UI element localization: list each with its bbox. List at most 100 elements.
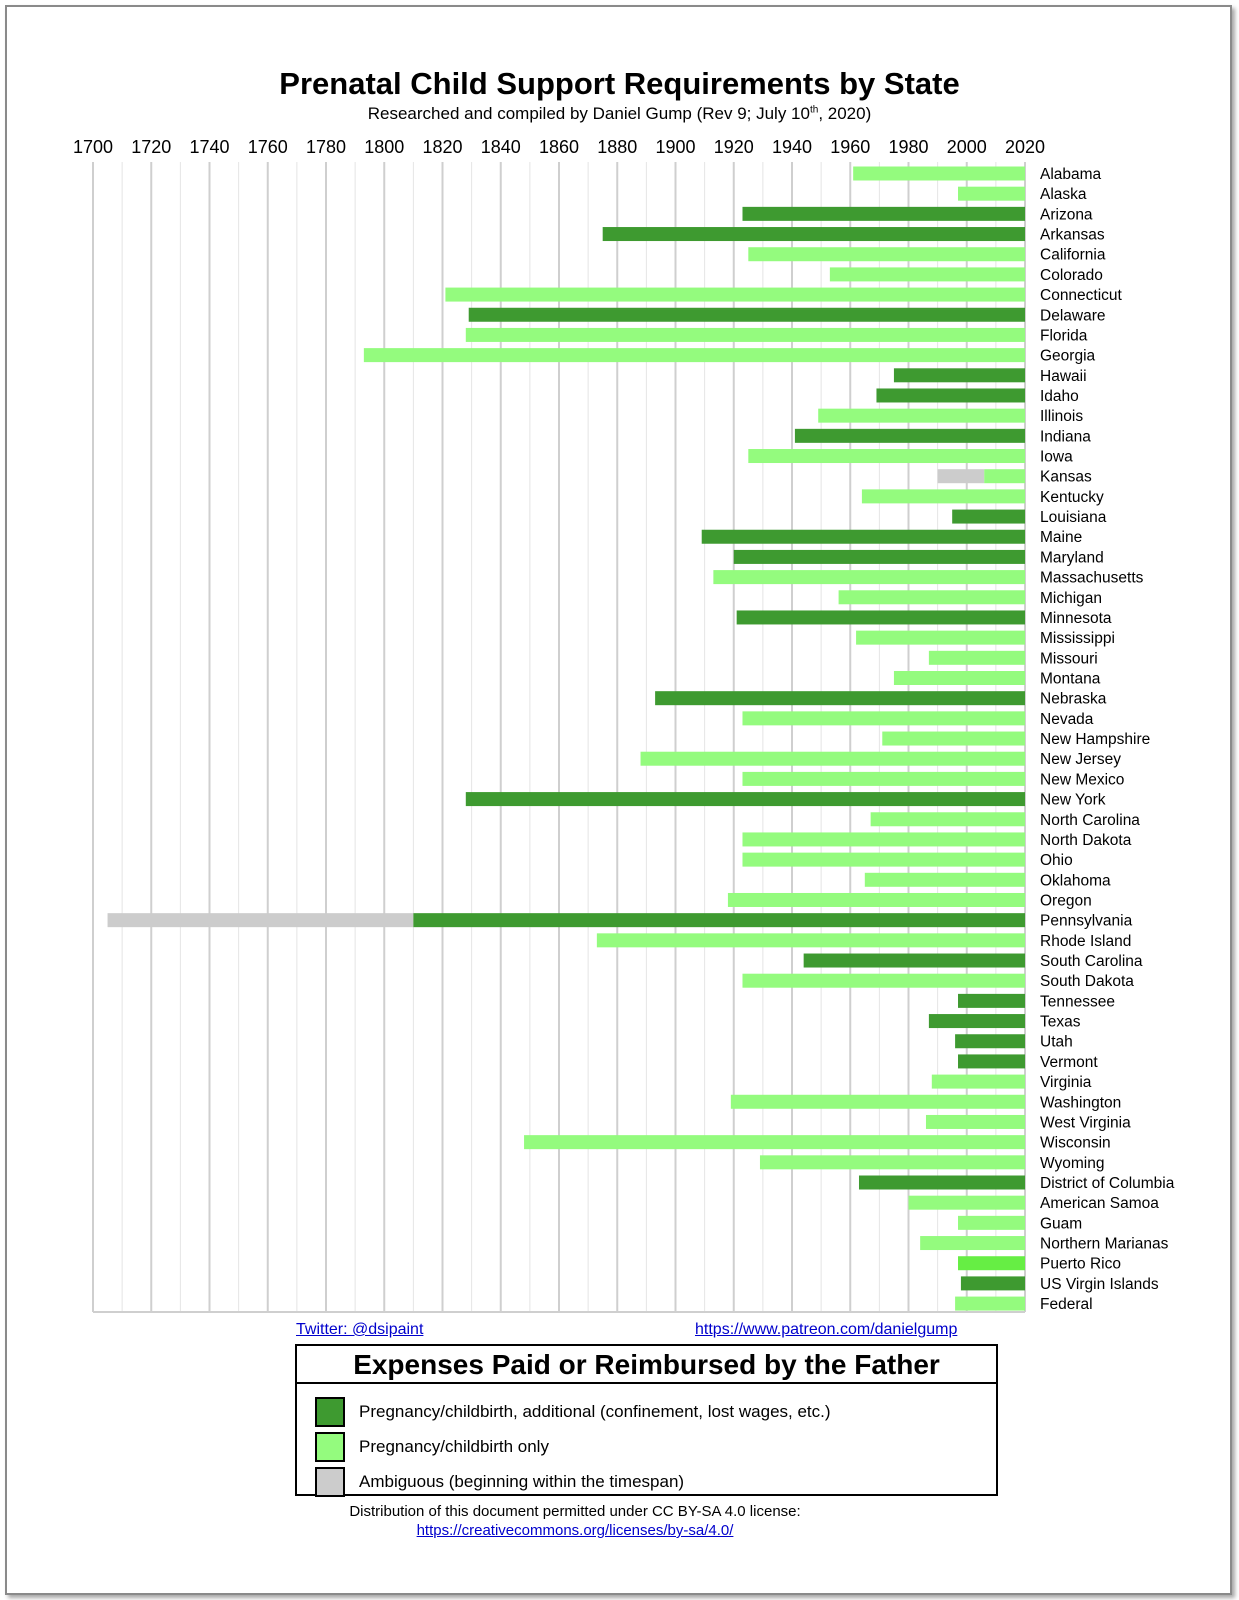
requirement-bar xyxy=(876,388,1025,403)
state-label: Alabama xyxy=(1040,166,1102,183)
requirement-bar xyxy=(838,590,1025,605)
subtitle-prefix: Researched and compiled by Daniel Gump (… xyxy=(367,104,810,123)
state-label: Pennsylvania xyxy=(1040,913,1133,930)
state-label: Delaware xyxy=(1040,307,1105,324)
state-label: Guam xyxy=(1040,1215,1082,1232)
x-tick-label: 1960 xyxy=(830,137,870,157)
chart-subtitle: Researched and compiled by Daniel Gump (… xyxy=(0,104,1239,124)
state-label: Federal xyxy=(1040,1296,1093,1313)
state-label: New Mexico xyxy=(1040,771,1124,788)
legend-item-additional: Pregnancy/childbirth, additional (confin… xyxy=(315,1397,831,1427)
requirement-bar xyxy=(908,1195,1025,1210)
requirement-bar xyxy=(465,792,1025,807)
requirement-bar xyxy=(445,287,1026,302)
requirement-bar xyxy=(864,872,1025,887)
legend-box: Expenses Paid or Reimbursed by the Fathe… xyxy=(295,1344,998,1497)
license-footer: Distribution of this document permitted … xyxy=(0,1502,1150,1540)
chart-title: Prenatal Child Support Requirements by S… xyxy=(279,66,960,101)
requirement-bar xyxy=(413,913,1025,928)
state-label: Wisconsin xyxy=(1040,1135,1111,1152)
requirement-bar xyxy=(955,1034,1025,1049)
state-label: Indiana xyxy=(1040,428,1091,445)
state-label: South Dakota xyxy=(1040,973,1134,990)
legend-swatch-childbirth-only xyxy=(315,1432,345,1462)
state-label: Puerto Rico xyxy=(1040,1256,1121,1273)
state-label: New Hampshire xyxy=(1040,731,1150,748)
x-tick-label: 1840 xyxy=(481,137,521,157)
requirement-bar xyxy=(955,1296,1025,1311)
state-label: Idaho xyxy=(1040,388,1079,405)
requirement-bar xyxy=(958,993,1025,1008)
state-label: Rhode Island xyxy=(1040,933,1131,950)
state-label: North Dakota xyxy=(1040,832,1132,849)
twitter-link[interactable]: Twitter: @dsipaint xyxy=(296,1321,424,1338)
legend-label-ambiguous: Ambiguous (beginning within the timespan… xyxy=(359,1472,685,1491)
ambiguous-bar xyxy=(937,469,985,484)
state-label: Vermont xyxy=(1040,1054,1098,1071)
requirement-bar xyxy=(858,1175,1025,1190)
state-label: Wyoming xyxy=(1040,1155,1104,1172)
x-tick-label: 1800 xyxy=(364,137,404,157)
state-label: Ohio xyxy=(1040,852,1073,869)
requirement-bar xyxy=(640,751,1025,766)
x-tick-label: 1940 xyxy=(772,137,812,157)
x-tick-label: 1820 xyxy=(422,137,462,157)
state-label: Montana xyxy=(1040,671,1101,688)
state-label: Hawaii xyxy=(1040,368,1087,385)
x-tick-label: 1780 xyxy=(306,137,346,157)
requirement-bar xyxy=(958,186,1025,201)
requirement-bar xyxy=(602,227,1025,242)
requirement-bar xyxy=(861,489,1025,504)
requirement-bar xyxy=(882,731,1025,746)
requirement-bar xyxy=(856,630,1025,645)
state-label: Arizona xyxy=(1040,206,1093,223)
requirement-bar xyxy=(958,1256,1025,1271)
state-label: Arkansas xyxy=(1040,227,1105,244)
gantt-chart: 1700 1720 1740 1760 1780 1800 1820 1840 1860 1880… xyxy=(73,137,1175,1313)
requirement-bar xyxy=(984,469,1025,484)
subtitle-sup: th xyxy=(809,104,819,116)
patreon-link[interactable]: https://www.patreon.com/danielgump xyxy=(695,1321,958,1338)
x-tick-label: 1860 xyxy=(539,137,579,157)
requirement-bar xyxy=(465,327,1025,342)
license-link[interactable]: https://creativecommons.org/licenses/by-… xyxy=(416,1522,734,1539)
requirement-bar xyxy=(893,368,1025,383)
legend-title: Expenses Paid or Reimbursed by the Fathe… xyxy=(297,1346,996,1384)
requirement-bar xyxy=(748,449,1025,464)
requirement-bar xyxy=(596,933,1025,948)
state-label: Louisiana xyxy=(1040,509,1107,526)
state-label: Texas xyxy=(1040,1014,1081,1031)
state-label: Oregon xyxy=(1040,892,1092,909)
x-tick-label: 1760 xyxy=(248,137,288,157)
requirement-bar xyxy=(524,1135,1025,1150)
state-label: Colorado xyxy=(1040,267,1103,284)
requirement-bar xyxy=(733,549,1025,564)
requirement-bar xyxy=(958,1215,1025,1230)
requirement-bar xyxy=(363,348,1025,363)
ambiguous-bar xyxy=(107,913,414,928)
requirement-bar xyxy=(748,247,1025,262)
state-label: Nebraska xyxy=(1040,691,1107,708)
state-label: Virginia xyxy=(1040,1074,1092,1091)
x-tick-label: 1740 xyxy=(189,137,229,157)
state-label: American Samoa xyxy=(1040,1195,1159,1212)
requirement-bar xyxy=(931,1074,1025,1089)
requirement-bar xyxy=(468,307,1025,322)
state-label: New Jersey xyxy=(1040,751,1121,768)
requirement-bar xyxy=(803,953,1025,968)
requirement-bar xyxy=(742,206,1025,221)
x-tick-label: 2020 xyxy=(1005,137,1045,157)
state-label: Michigan xyxy=(1040,590,1102,607)
requirement-bar xyxy=(742,832,1025,847)
requirement-bar xyxy=(952,509,1025,524)
state-label: Illinois xyxy=(1040,408,1083,425)
requirement-bar xyxy=(853,166,1025,181)
state-label: Florida xyxy=(1040,327,1088,344)
legend-swatch-additional xyxy=(315,1397,345,1427)
requirement-bar xyxy=(928,650,1025,665)
requirement-bar xyxy=(794,428,1025,443)
state-label: North Carolina xyxy=(1040,812,1140,829)
requirement-bar xyxy=(928,1014,1025,1029)
requirement-bar xyxy=(920,1236,1025,1251)
requirement-bar xyxy=(701,529,1025,544)
